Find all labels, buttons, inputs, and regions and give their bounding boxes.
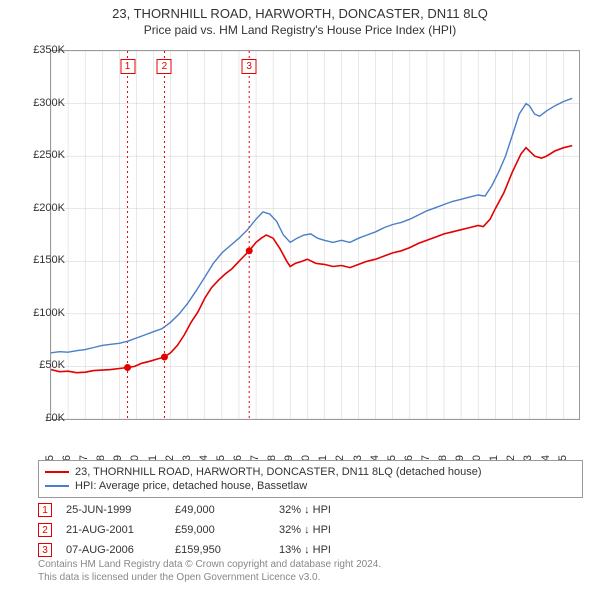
event-row: 3 07-AUG-2006 £159,950 13% ↓ HPI [38, 540, 583, 560]
chart-svg [51, 51, 579, 419]
event-row: 2 21-AUG-2001 £59,000 32% ↓ HPI [38, 520, 583, 540]
event-row: 1 25-JUN-1999 £49,000 32% ↓ HPI [38, 500, 583, 520]
chart-area: 1 2 3 [50, 50, 580, 420]
event-date: 21-AUG-2001 [66, 524, 161, 536]
footer-line-2: This data is licensed under the Open Gov… [38, 571, 583, 584]
event-marker: 1 [38, 503, 52, 517]
legend-item: HPI: Average price, detached house, Bass… [45, 479, 576, 493]
event-price: £159,950 [175, 544, 265, 556]
legend-label: 23, THORNHILL ROAD, HARWORTH, DONCASTER,… [75, 466, 482, 478]
event-marker: 3 [38, 543, 52, 557]
legend-swatch [45, 485, 69, 487]
event-marker: 2 [38, 523, 52, 537]
sale-marker-3: 3 [242, 59, 257, 74]
y-tick-label: £350K [20, 44, 65, 56]
legend-label: HPI: Average price, detached house, Bass… [75, 480, 307, 492]
event-date: 25-JUN-1999 [66, 504, 161, 516]
y-tick-label: £300K [20, 97, 65, 109]
y-tick-label: £150K [20, 254, 65, 266]
y-tick-label: £100K [20, 307, 65, 319]
event-price: £59,000 [175, 524, 265, 536]
event-delta: 32% ↓ HPI [279, 524, 331, 536]
event-price: £49,000 [175, 504, 265, 516]
sale-events: 1 25-JUN-1999 £49,000 32% ↓ HPI 2 21-AUG-2001… [38, 500, 583, 560]
y-tick-label: £50K [20, 359, 65, 371]
footer: Contains HM Land Registry data © Crown c… [38, 558, 583, 584]
sale-marker-2: 2 [157, 59, 172, 74]
y-tick-label: £0K [20, 412, 65, 424]
legend-item: 23, THORNHILL ROAD, HARWORTH, DONCASTER,… [45, 465, 576, 479]
footer-line-1: Contains HM Land Registry data © Crown c… [38, 558, 583, 571]
y-tick-label: £200K [20, 202, 65, 214]
title-block: 23, THORNHILL ROAD, HARWORTH, DONCASTER,… [0, 0, 600, 39]
legend-swatch [45, 471, 69, 473]
sale-marker-1: 1 [120, 59, 135, 74]
event-delta: 13% ↓ HPI [279, 544, 331, 556]
address-title: 23, THORNHILL ROAD, HARWORTH, DONCASTER,… [10, 6, 590, 21]
y-tick-label: £250K [20, 149, 65, 161]
subtitle: Price paid vs. HM Land Registry's House … [10, 23, 590, 37]
event-date: 07-AUG-2006 [66, 544, 161, 556]
legend: 23, THORNHILL ROAD, HARWORTH, DONCASTER,… [38, 460, 583, 498]
event-delta: 32% ↓ HPI [279, 504, 331, 516]
